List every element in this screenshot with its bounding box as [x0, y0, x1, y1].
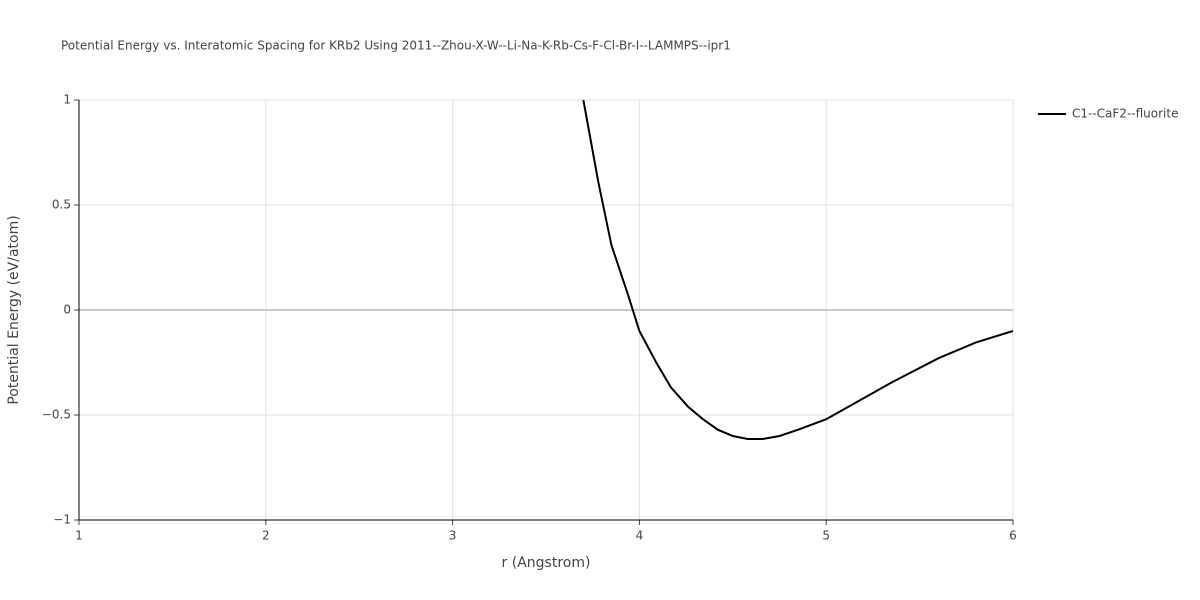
y-tick-label: 1 [63, 93, 71, 107]
x-tick-label: 5 [822, 529, 830, 543]
y-tick-label: −1 [53, 513, 71, 527]
y-tick-label: 0 [63, 303, 71, 317]
x-tick-label: 4 [636, 529, 644, 543]
legend-label: C1--CaF2--fluorite [1072, 107, 1178, 121]
y-tick-label: −0.5 [42, 408, 71, 422]
x-tick-label: 1 [75, 529, 83, 543]
x-tick-label: 2 [262, 529, 270, 543]
y-tick-label: 0.5 [52, 198, 71, 212]
x-tick-label: 3 [449, 529, 457, 543]
x-axis-title: r (Angstrom) [502, 555, 591, 571]
y-axis-title: Potential Energy (eV/atom) [6, 215, 22, 404]
x-tick-label: 6 [1009, 529, 1017, 543]
data-line [582, 100, 1013, 440]
chart-title: Potential Energy vs. Interatomic Spacing… [61, 39, 731, 53]
